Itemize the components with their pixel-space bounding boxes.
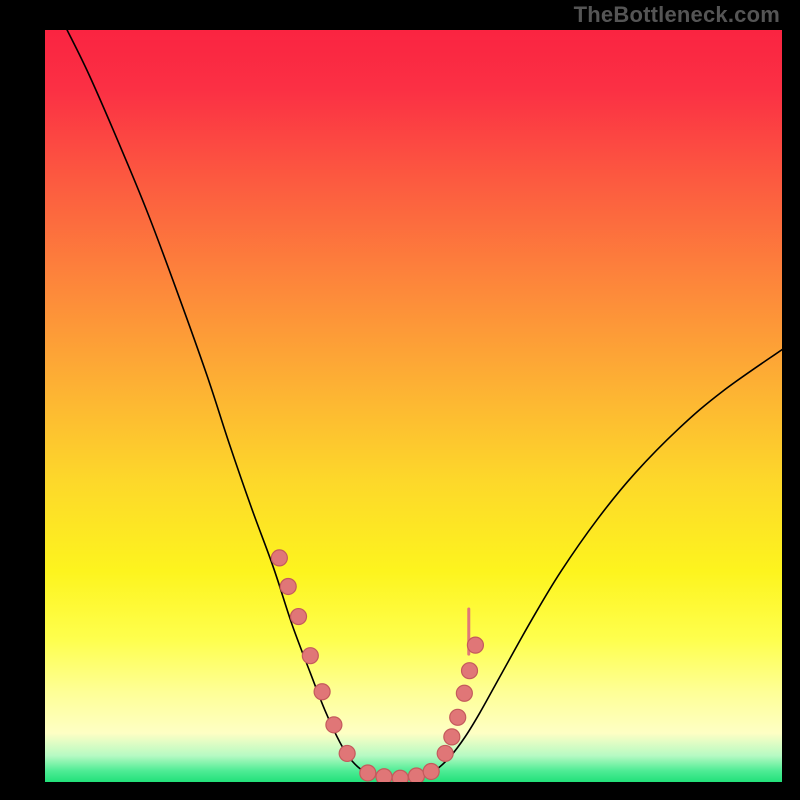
data-dot bbox=[467, 637, 483, 653]
data-dot bbox=[280, 578, 296, 594]
data-dot bbox=[360, 765, 376, 781]
plot-area bbox=[45, 30, 782, 782]
data-dot bbox=[423, 763, 439, 779]
chart-svg bbox=[45, 30, 782, 782]
attribution-text: TheBottleneck.com bbox=[574, 2, 780, 28]
data-dot bbox=[392, 770, 408, 782]
data-dot bbox=[291, 609, 307, 625]
data-dot bbox=[456, 685, 472, 701]
data-dot bbox=[339, 745, 355, 761]
data-dot bbox=[314, 684, 330, 700]
data-dot bbox=[271, 550, 287, 566]
data-dot bbox=[408, 768, 424, 782]
data-dot bbox=[437, 745, 453, 761]
chart-background bbox=[45, 30, 782, 782]
data-dot bbox=[462, 663, 478, 679]
data-dot bbox=[326, 717, 342, 733]
data-dot bbox=[450, 709, 466, 725]
data-dot bbox=[376, 769, 392, 782]
data-dot bbox=[302, 648, 318, 664]
data-dot bbox=[444, 729, 460, 745]
